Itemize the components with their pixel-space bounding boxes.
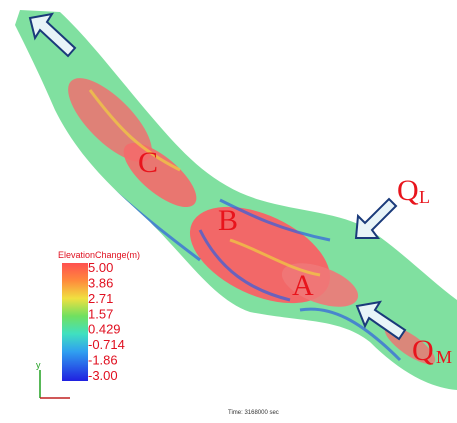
colorbar-labels: 5.003.862.711.570.429-0.714-1.86-3.00 [88, 260, 125, 383]
region-label: B [218, 204, 238, 237]
flow-label-sub: M [436, 347, 452, 367]
colorbar-label: 0.429 [88, 322, 121, 337]
colorbar-label: 2.71 [88, 291, 113, 306]
region-label: A [292, 269, 314, 302]
figure: C B A Q L Q M ElevationChange(m) 5.003.8… [0, 0, 457, 423]
colorbar-title: ElevationChange(m) [58, 250, 140, 260]
colorbar-label: 5.00 [88, 260, 113, 275]
flow-label: Q [412, 334, 434, 367]
colorbar-label: -1.86 [88, 353, 118, 368]
flow-label: Q [397, 174, 419, 207]
colorbar-label: -3.00 [88, 368, 118, 383]
region-label: C [138, 146, 158, 179]
flow-label-sub: L [419, 187, 430, 207]
axis-label: y [36, 360, 41, 370]
colorbar [62, 263, 88, 381]
colorbar-label: -0.714 [88, 337, 125, 352]
colorbar-label: 1.57 [88, 306, 113, 321]
colorbar-label: 3.86 [88, 275, 113, 290]
time-label: Time: 3168000 sec [228, 410, 279, 416]
